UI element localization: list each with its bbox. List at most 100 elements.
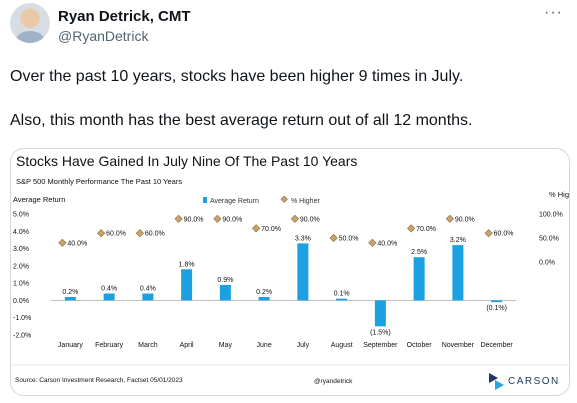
chart-title: Stocks Have Gained In July Nine Of The P… xyxy=(16,153,357,169)
x-tick-label: May xyxy=(219,342,233,349)
marker-label: 90.0% xyxy=(184,216,204,223)
bar-label: 0.1% xyxy=(334,291,350,298)
y-tick-label: 4.0% xyxy=(13,229,29,236)
marker-december xyxy=(484,229,493,238)
legend-percent-higher: % Higher xyxy=(291,198,320,205)
y-tick-label: 2.0% xyxy=(13,263,29,270)
y-tick-label: 5.0% xyxy=(13,212,29,219)
bar-label: 1.8% xyxy=(179,261,195,268)
marker-label: 90.0% xyxy=(455,216,475,223)
x-tick-label: March xyxy=(138,342,158,349)
bar-labels: 0.2% 0.4% 0.4% 1.8% 0.9% 0.2% 3.3% 0.1% (1.5%) 2.… xyxy=(62,235,507,336)
y2-tick-label: 100.0% xyxy=(539,212,563,219)
markers-percent-higher xyxy=(58,214,493,247)
bar-december xyxy=(491,300,503,303)
bar-label: 0.9% xyxy=(217,277,233,284)
x-tick-label: January xyxy=(58,342,83,349)
legend-marker-swatch xyxy=(280,195,288,203)
y2-axis-label: % Higher xyxy=(549,190,569,199)
marker-label: 60.0% xyxy=(494,231,514,238)
x-tick-label: August xyxy=(331,342,353,349)
x-tick-label: April xyxy=(180,342,194,349)
y-tick-label: 0.0% xyxy=(13,298,29,305)
marker-august xyxy=(329,233,338,243)
marker-november xyxy=(445,214,454,223)
bar-may xyxy=(219,284,231,301)
tweet-text: Over the past 10 years, stocks have been… xyxy=(10,66,570,132)
chart: Stocks Have Gained In July Nine Of The P… xyxy=(11,153,569,390)
x-tick-label: December xyxy=(480,342,513,349)
marker-april xyxy=(174,214,183,223)
y2-tick-label: 0.0% xyxy=(539,260,555,267)
marker-label: 70.0% xyxy=(261,226,281,233)
bar-label: 3.2% xyxy=(450,237,466,244)
bar-label: 0.4% xyxy=(140,286,156,293)
marker-label: 70.0% xyxy=(416,226,436,233)
x-tick-label: September xyxy=(363,342,398,349)
bar-label: 2.5% xyxy=(411,249,427,256)
marker-label: 90.0% xyxy=(300,216,320,223)
y-tick-label: -1.0% xyxy=(13,315,31,322)
marker-label: 40.0% xyxy=(377,240,397,247)
y2-tick-label: 50.0% xyxy=(539,236,559,243)
bar-february xyxy=(103,293,115,301)
legend-bar-swatch xyxy=(203,197,207,203)
bar-july xyxy=(297,243,309,301)
x-axis: January February March April May June July Augu… xyxy=(58,342,514,349)
carson-logo: CARSON xyxy=(489,373,560,390)
marker-label: 60.0% xyxy=(106,231,126,238)
marker-label: 40.0% xyxy=(67,240,87,247)
marker-july xyxy=(290,214,299,223)
author-name[interactable]: Ryan Detrick, CMT xyxy=(58,8,191,25)
bar-august xyxy=(336,298,348,301)
y-tick-label: -2.0% xyxy=(13,333,31,340)
chart-legend: Average Return % Higher xyxy=(203,195,320,205)
tweet-line-1: Over the past 10 years, stocks have been… xyxy=(10,68,464,85)
bars-average-return xyxy=(64,243,503,327)
y-tick-label: 1.0% xyxy=(13,281,29,288)
marker-may xyxy=(213,214,222,223)
marker-february xyxy=(97,229,106,238)
chart-source: Source: Carson Investment Research, Fact… xyxy=(15,377,183,384)
marker-october xyxy=(407,224,416,233)
x-tick-label: July xyxy=(297,342,310,349)
marker-label: 50.0% xyxy=(339,236,359,243)
bar-april xyxy=(181,269,193,301)
marker-march xyxy=(135,229,144,238)
more-horizontal-icon[interactable]: ··· xyxy=(544,4,563,21)
avatar[interactable] xyxy=(10,3,50,43)
marker-september xyxy=(368,238,377,247)
bar-label: 0.2% xyxy=(256,289,272,296)
bar-label: 3.3% xyxy=(295,235,311,242)
chart-watermark: @ryandetrick xyxy=(314,378,353,385)
bar-january xyxy=(64,296,76,301)
x-tick-label: February xyxy=(95,342,124,349)
marker-january xyxy=(58,238,67,247)
bar-label: (1.5%) xyxy=(370,329,391,336)
marker-june xyxy=(252,224,261,233)
legend-average-return: Average Return xyxy=(210,198,259,205)
bar-label: 0.4% xyxy=(101,286,117,293)
bar-november xyxy=(452,245,464,301)
bar-label: 0.2% xyxy=(62,289,78,296)
tweet-line-2: Also, this month has the best average re… xyxy=(10,112,473,129)
y-tick-label: 3.0% xyxy=(13,246,29,253)
marker-label: 90.0% xyxy=(222,216,242,223)
author-handle[interactable]: @RyanDetrick xyxy=(58,28,149,44)
x-tick-label: October xyxy=(407,342,433,349)
x-tick-label: June xyxy=(257,342,272,349)
marker-label: 60.0% xyxy=(145,231,165,238)
bar-march xyxy=(142,293,154,301)
bar-september xyxy=(374,300,386,327)
y-axis: 5.0% 4.0% 3.0% 2.0% 1.0% 0.0% -1.0% -2.0% xyxy=(13,212,31,340)
bar-june xyxy=(258,296,270,301)
tweet-media-chart[interactable]: Stocks Have Gained In July Nine Of The P… xyxy=(10,148,570,396)
bar-label: (0.1%) xyxy=(486,305,507,312)
logo-text: CARSON xyxy=(508,376,560,387)
marker-labels: 40.0% 60.0% 60.0% 90.0% 90.0% 70.0% 90.0% 50.0%… xyxy=(67,216,513,247)
chart-subtitle: S&P 500 Monthly Performance The Past 10 … xyxy=(16,177,182,186)
x-tick-label: November xyxy=(442,342,475,349)
bar-october xyxy=(413,257,425,301)
y-axis-label: Average Return xyxy=(13,195,65,204)
y2-axis: 100.0% 50.0% 0.0% xyxy=(539,212,563,267)
